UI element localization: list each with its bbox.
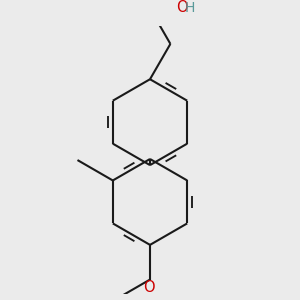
Text: O: O — [176, 0, 188, 15]
Text: O: O — [143, 280, 155, 295]
Text: H: H — [185, 1, 195, 15]
